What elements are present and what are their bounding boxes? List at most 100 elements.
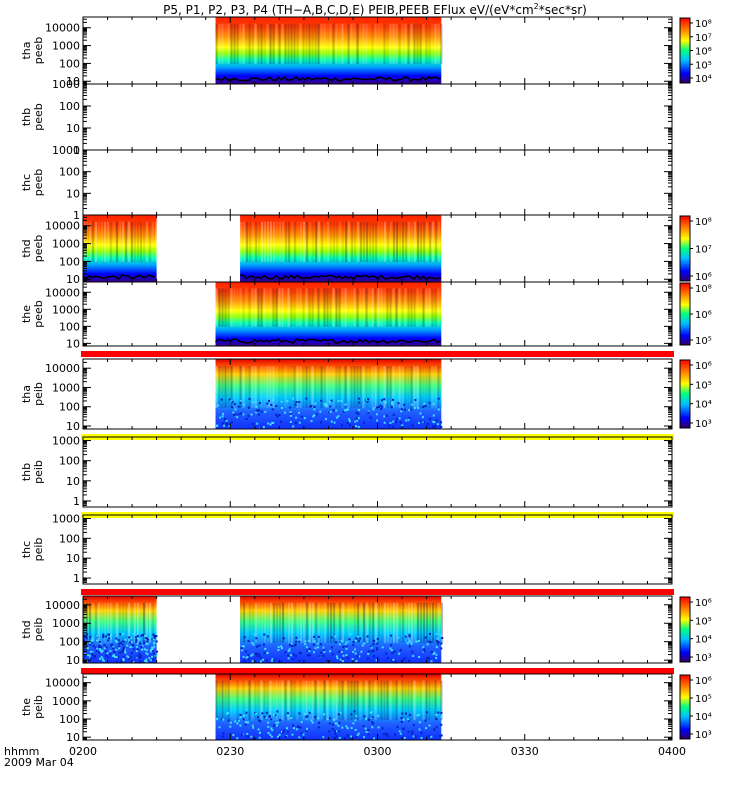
spectrogram-speckle <box>136 645 139 648</box>
spectrogram-speckle <box>388 424 391 427</box>
spectrogram-speckle <box>393 650 396 653</box>
spectrogram-speckle <box>324 403 327 406</box>
spectrogram-streak <box>242 288 245 327</box>
spectrogram-speckle <box>355 715 358 718</box>
spectrogram-speckle <box>348 418 351 421</box>
spectrogram-streak <box>432 602 435 643</box>
spectrogram-streak <box>248 23 251 64</box>
spectrogram-streak <box>218 288 221 327</box>
spectrogram-speckle <box>390 649 393 652</box>
spectrogram-speckle <box>384 401 387 404</box>
spectrogram-streak <box>372 221 375 262</box>
spectrogram-speckle <box>334 730 337 733</box>
spectrogram-streak <box>320 680 323 721</box>
spectrogram-speckle <box>243 403 246 406</box>
spectrogram-streak <box>395 288 398 327</box>
spectrogram-speckle <box>325 418 328 421</box>
spectrogram-streak <box>83 221 85 262</box>
spectrogram-streak <box>366 602 369 643</box>
spectrogram-speckle <box>122 643 125 646</box>
spectrogram-speckle <box>419 412 422 415</box>
spectrogram-speckle <box>322 654 325 657</box>
spectrogram-speckle <box>304 643 307 646</box>
spectrogram-speckle <box>440 723 443 726</box>
spectrogram-streak <box>242 366 245 408</box>
spectrogram-speckle <box>117 645 120 648</box>
spectrogram-speckle <box>437 642 440 645</box>
spectrogram-speckle <box>407 418 410 421</box>
spectrogram-streak <box>338 23 341 64</box>
spectrogram-speckle <box>335 722 338 725</box>
spectrogram-streak <box>236 288 239 327</box>
spectrogram-speckle <box>401 659 404 662</box>
spectrogram-speckle <box>381 727 384 730</box>
spectrogram-speckle <box>246 655 249 658</box>
y-axis-product-label: peeb <box>32 169 45 197</box>
spectrogram-streak <box>386 23 389 64</box>
spectrogram-streak <box>398 366 401 408</box>
spectrogram-speckle <box>289 412 292 415</box>
spectrogram-speckle <box>257 719 260 722</box>
spectrogram-speckle <box>408 417 411 420</box>
spectrogram-speckle <box>308 711 311 714</box>
spectrogram-speckle <box>373 737 376 740</box>
spectrogram-speckle <box>286 712 289 715</box>
spectrogram-speckle <box>261 658 264 661</box>
spectrogram-speckle <box>333 421 336 424</box>
spectrogram-streak <box>95 221 97 262</box>
spectrogram-speckle <box>254 652 257 655</box>
spectrogram-streak <box>374 366 377 408</box>
spectrogram-streak <box>356 366 359 408</box>
spectrogram-speckle <box>360 650 363 653</box>
spectrogram-block <box>215 359 443 429</box>
spectrogram-speckle <box>435 718 438 721</box>
spectrogram-streak <box>398 23 401 64</box>
spectrogram-streak <box>101 602 103 643</box>
spectrogram-speckle <box>291 644 294 647</box>
spectrogram-speckle <box>290 643 293 646</box>
spectrogram-streak <box>413 288 416 327</box>
spectrogram-speckle <box>338 721 341 724</box>
spectrogram-streak <box>323 366 326 408</box>
spectrogram-streak <box>422 680 425 721</box>
colorbar: 10⁵ 10⁶ 10⁸ <box>679 282 712 347</box>
spectrogram-speckle <box>414 398 417 401</box>
spectrogram-speckle <box>366 400 369 403</box>
spectrogram-speckle <box>99 646 102 649</box>
spectrogram-speckle <box>295 416 298 419</box>
spacecraft-potential-trace <box>82 274 156 280</box>
spectrogram-speckle <box>258 736 261 739</box>
spectrogram-speckle <box>370 645 373 648</box>
spectrogram-streak <box>218 23 221 64</box>
spectrogram-speckle <box>222 718 225 721</box>
spectrogram-streak <box>254 366 257 408</box>
spectrogram-streak <box>257 288 260 327</box>
spectrogram-speckle <box>421 416 424 419</box>
spectrogram-streak <box>375 602 378 643</box>
y-tick-label: 10000 <box>45 599 80 612</box>
spectrogram-speckle <box>265 659 268 662</box>
spectrogram-streak <box>236 366 239 408</box>
spectrogram-speckle <box>435 713 438 716</box>
spectrogram-speckle <box>355 660 358 663</box>
spectrogram-streak <box>423 602 426 643</box>
spectrogram-speckle <box>292 425 295 428</box>
spectrogram-speckle <box>255 409 258 412</box>
spectrogram-speckle <box>109 635 112 638</box>
y-axis-probe-label: thb <box>20 463 33 481</box>
spectrogram-speckle <box>390 644 393 647</box>
spectrogram-streak <box>155 602 157 643</box>
spectrogram-streak <box>287 288 290 327</box>
spectrogram-speckle <box>417 422 420 425</box>
spectrogram-streak <box>236 680 239 721</box>
spectrogram-speckle <box>85 637 88 640</box>
spectrogram-streak <box>413 680 416 721</box>
spectrogram-speckle <box>417 406 420 409</box>
spectrogram-streak <box>104 221 106 262</box>
spectrogram-streak <box>260 288 263 327</box>
spectrogram-speckle <box>311 721 314 724</box>
spectrogram-speckle <box>129 655 132 658</box>
spectrogram-speckle <box>265 716 268 719</box>
